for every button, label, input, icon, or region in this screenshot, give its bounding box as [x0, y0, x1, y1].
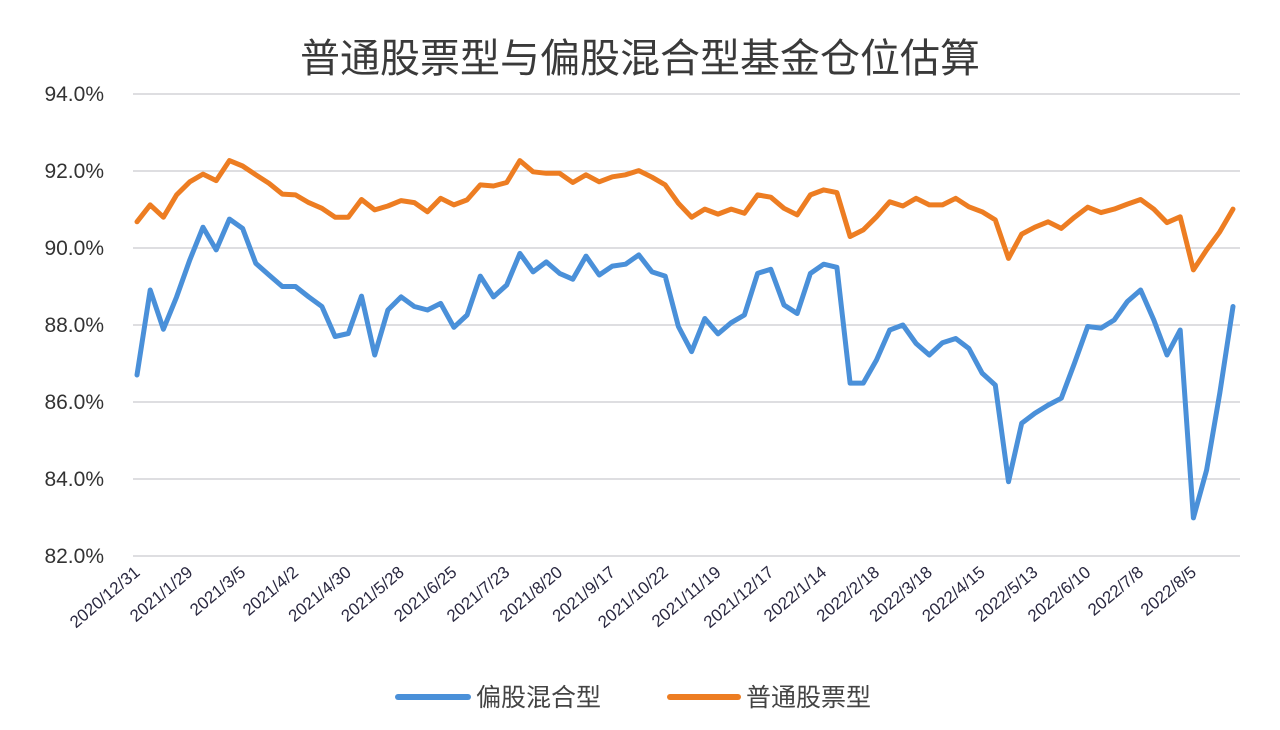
legend-label-1: 普通股票型: [746, 683, 871, 712]
y-tick-label: 94.0%: [44, 83, 104, 106]
legend-item-0: 偏股混合型: [395, 683, 601, 712]
x-tick-label: 2021/3/5: [186, 563, 249, 620]
y-tick-label: 90.0%: [44, 237, 104, 260]
legend-label-0: 偏股混合型: [476, 683, 601, 712]
x-tick-label: 2020/12/31: [66, 563, 143, 632]
x-axis-ticks: 2020/12/312021/1/292021/3/52021/4/22021/…: [66, 563, 1200, 632]
chart-title: 普通股票型与偏股混合型基金仓位估算: [300, 36, 980, 82]
series-line-1: [134, 158, 1236, 273]
y-tick-label: 92.0%: [44, 160, 104, 183]
y-axis-ticks: 82.0% 84.0% 86.0% 88.0% 90.0% 92.0% 94.0%: [44, 83, 104, 568]
x-tick-label: 2022/8/5: [1137, 563, 1200, 620]
legend-item-1: 普通股票型: [667, 683, 871, 712]
y-tick-label: 88.0%: [44, 314, 104, 337]
y-tick-label: 82.0%: [44, 545, 104, 568]
series-lines: [134, 158, 1236, 521]
y-tick-label: 84.0%: [44, 468, 104, 491]
legend: 偏股混合型 普通股票型: [395, 683, 871, 712]
series-line-0: [134, 216, 1236, 521]
gridlines: [133, 93, 1240, 557]
x-tick-label: 2022/7/8: [1084, 563, 1147, 620]
y-tick-label: 86.0%: [44, 391, 104, 414]
